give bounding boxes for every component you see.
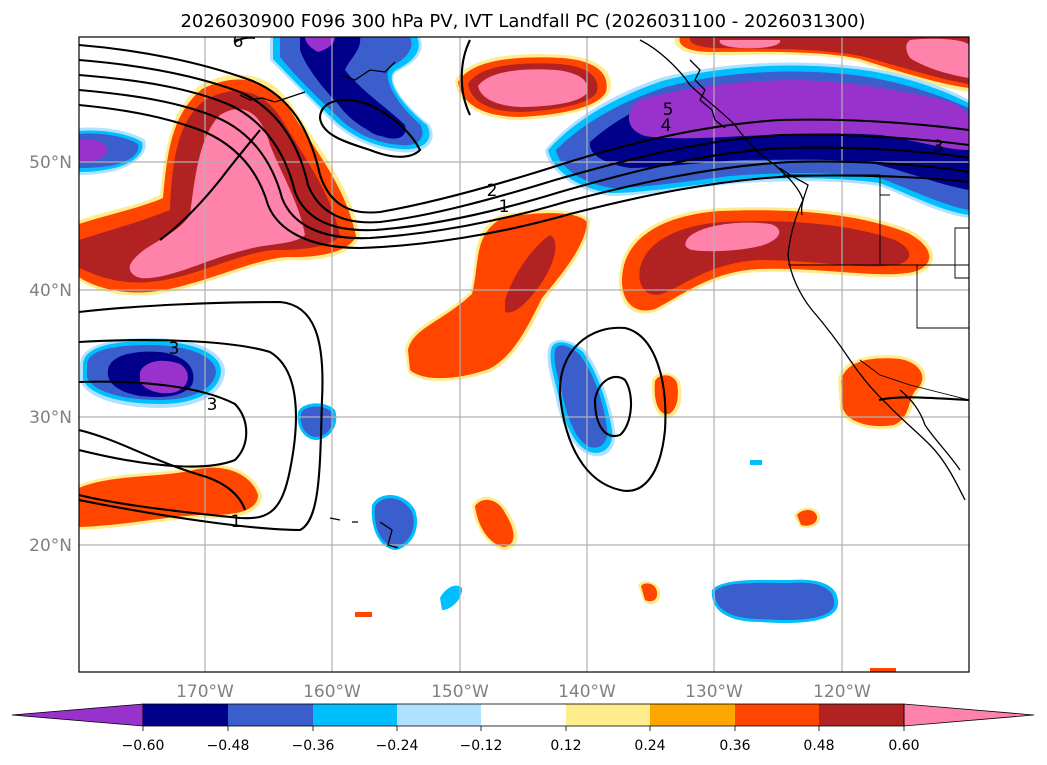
state-borders bbox=[783, 174, 969, 401]
colorbar-extend-max bbox=[903, 703, 1035, 727]
pv-contours bbox=[79, 37, 969, 532]
colorbar-tick-label: 0.60 bbox=[888, 738, 919, 754]
positive-anomaly-small-cells bbox=[355, 372, 896, 672]
longitude-labels: 170°W 160°W 150°W 140°W 130°W 120°W bbox=[176, 682, 871, 702]
colorbar-segment bbox=[143, 704, 228, 726]
contour-label: 3 bbox=[169, 339, 180, 359]
contour-label: 3 bbox=[207, 395, 218, 415]
colorbar-extend-min bbox=[11, 703, 144, 727]
positive-anomaly-gulf-of-alaska bbox=[674, 37, 969, 92]
map-frame bbox=[78, 36, 970, 673]
negative-anomaly-central bbox=[547, 339, 616, 457]
colorbar-tick-label: 0.36 bbox=[719, 738, 750, 754]
lon-tick-label: 140°W bbox=[558, 682, 616, 702]
colorbar-tick-label: 0.12 bbox=[550, 738, 581, 754]
lat-tick-label: 30°N bbox=[29, 408, 72, 428]
colorbar-segment bbox=[735, 704, 819, 726]
positive-anomaly-central-pacific bbox=[405, 210, 590, 381]
colorbar-tick-label: 0.48 bbox=[803, 738, 834, 754]
positive-anomaly-northeast bbox=[455, 54, 611, 121]
negative-anomaly-subtropical-low bbox=[80, 338, 225, 408]
contour-label: 1 bbox=[499, 197, 510, 217]
colorbar-segment bbox=[650, 704, 735, 726]
colorbar-tick-label: −0.36 bbox=[292, 738, 335, 754]
contour-label: 4 bbox=[661, 116, 672, 136]
negative-anomaly-small-cells bbox=[297, 403, 839, 624]
colorbar-segment bbox=[313, 704, 397, 726]
lat-tick-label: 40°N bbox=[29, 281, 72, 301]
colorbar-tick-label: −0.48 bbox=[207, 738, 250, 754]
colorbar-outline bbox=[142, 703, 905, 727]
lon-tick-label: 130°W bbox=[685, 682, 743, 702]
coastlines bbox=[239, 39, 966, 549]
contour-label: 5 bbox=[663, 100, 674, 120]
map-title: 2026030900 F096 300 hPa PV, IVT Landfall… bbox=[180, 11, 865, 32]
contour-label: 2 bbox=[487, 181, 498, 201]
contour-label: 1 bbox=[231, 512, 242, 532]
colorbar-tick-label: −0.24 bbox=[376, 738, 419, 754]
colorbar: −0.60 −0.48 −0.36 −0.24 −0.12 0.12 0.24 … bbox=[11, 703, 1035, 754]
colorbar-segment bbox=[819, 704, 904, 726]
colorbar-segment bbox=[397, 704, 481, 726]
colorbar-tick-label: −0.12 bbox=[460, 738, 503, 754]
contour-label: 6 bbox=[233, 32, 244, 52]
colorbar-segment bbox=[228, 704, 313, 726]
contour-labels: 6 5 4 3 2 1 3 3 1 bbox=[169, 32, 944, 532]
contour-label: 3 bbox=[933, 137, 944, 157]
lat-tick-label: 20°N bbox=[29, 536, 72, 556]
lon-tick-label: 160°W bbox=[303, 682, 361, 702]
colorbar-tick-label: −0.60 bbox=[122, 738, 165, 754]
colorbar-ticks bbox=[142, 726, 905, 731]
lat-tick-label: 50°N bbox=[29, 153, 72, 173]
latitude-labels: 50°N 40°N 30°N 20°N bbox=[29, 153, 72, 556]
colorbar-segment bbox=[566, 704, 650, 726]
colorbar-tick-label: 0.24 bbox=[634, 738, 665, 754]
lon-tick-label: 170°W bbox=[176, 682, 234, 702]
lon-tick-label: 150°W bbox=[431, 682, 489, 702]
colorbar-segment bbox=[481, 704, 566, 726]
lon-tick-label: 120°W bbox=[813, 682, 871, 702]
map-area: 6 5 4 3 2 1 3 3 1 bbox=[79, 32, 969, 672]
positive-anomaly-west-pacific bbox=[79, 74, 360, 296]
